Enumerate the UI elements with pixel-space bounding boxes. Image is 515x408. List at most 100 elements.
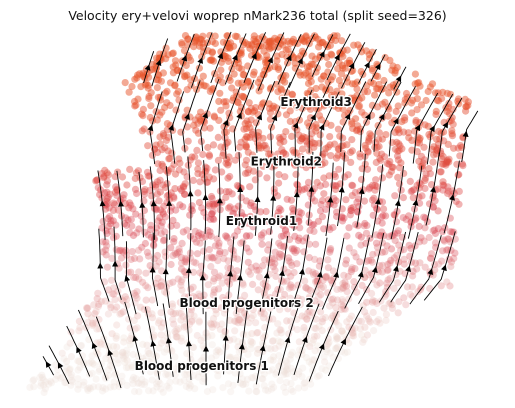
- cell-point: [308, 309, 317, 317]
- cell-point: [93, 325, 101, 333]
- cell-point: [198, 364, 206, 372]
- cell-point: [324, 143, 332, 151]
- cell-point: [38, 371, 46, 379]
- cell-point: [209, 386, 217, 394]
- cell-point: [182, 258, 190, 266]
- cell-point: [194, 159, 202, 167]
- cell-point: [315, 322, 323, 330]
- cell-point: [163, 370, 171, 378]
- cell-point: [30, 383, 38, 391]
- cell-point: [332, 344, 340, 352]
- cell-point: [281, 388, 290, 396]
- cell-point: [209, 141, 218, 149]
- cell-point: [446, 282, 454, 290]
- cell-point: [196, 178, 204, 186]
- velocity-arrowhead: [429, 125, 435, 133]
- cell-point: [208, 86, 216, 94]
- cell-point: [440, 182, 448, 190]
- cell-point: [129, 380, 137, 388]
- cell-point: [192, 238, 200, 246]
- cell-point: [291, 373, 299, 382]
- cell-point: [170, 160, 178, 168]
- cell-point: [448, 130, 456, 138]
- cell-point: [173, 333, 181, 341]
- cell-point: [183, 226, 191, 234]
- cell-point: [288, 90, 296, 98]
- cell-point: [408, 187, 416, 195]
- cell-point: [418, 165, 426, 173]
- cell-point: [237, 194, 245, 202]
- cell-point: [401, 99, 409, 107]
- cell-point: [454, 144, 462, 152]
- cell-point: [395, 258, 403, 266]
- cell-point: [160, 202, 168, 210]
- cell-point: [230, 360, 238, 368]
- cell-point: [169, 63, 177, 71]
- cell-point: [223, 233, 231, 241]
- cell-point: [126, 165, 134, 173]
- cell-point: [52, 375, 60, 383]
- cell-point: [52, 361, 60, 369]
- cell-point: [130, 387, 139, 396]
- cell-point: [130, 316, 138, 325]
- cell-point: [348, 266, 356, 274]
- cell-point: [234, 255, 242, 263]
- cell-point: [429, 203, 437, 211]
- cell-point: [464, 98, 472, 106]
- cell-point: [110, 290, 118, 298]
- cell-point: [195, 318, 203, 326]
- cell-point: [298, 135, 306, 143]
- cell-point: [290, 148, 298, 156]
- cell-point: [84, 310, 92, 318]
- cell-point: [196, 296, 204, 305]
- cell-point: [38, 373, 47, 382]
- cell-point: [181, 293, 189, 301]
- cell-point: [196, 269, 204, 277]
- cell-point: [230, 209, 238, 217]
- cell-point: [306, 226, 314, 235]
- cluster-label: Erythroid2: [251, 155, 322, 169]
- cell-point: [358, 108, 366, 116]
- cell-point: [280, 368, 288, 376]
- cell-point: [373, 149, 381, 157]
- cell-point: [142, 296, 150, 304]
- cell-point: [92, 177, 100, 185]
- cell-point: [164, 133, 172, 141]
- cell-point: [400, 260, 408, 268]
- cell-point: [169, 49, 177, 57]
- cell-point: [325, 172, 333, 180]
- cell-point: [293, 246, 301, 255]
- cell-point: [316, 131, 324, 139]
- cell-point: [281, 173, 289, 181]
- cell-point: [156, 188, 164, 196]
- cell-point: [317, 284, 325, 292]
- cell-point: [310, 271, 318, 279]
- cell-point: [247, 314, 255, 322]
- cell-point: [204, 143, 212, 152]
- cell-point: [395, 125, 403, 133]
- cell-point: [182, 256, 190, 264]
- cell-point: [286, 107, 294, 115]
- cell-point: [131, 254, 139, 262]
- cell-point: [100, 172, 108, 180]
- cell-point: [420, 237, 428, 245]
- cell-point: [346, 211, 354, 219]
- cell-point: [430, 143, 438, 151]
- cell-point: [249, 280, 257, 288]
- cell-point: [434, 89, 442, 97]
- cell-point: [133, 294, 141, 302]
- cell-point: [89, 359, 97, 367]
- cell-point: [172, 250, 180, 258]
- cell-point: [308, 161, 316, 169]
- cell-point: [327, 295, 335, 304]
- cell-point: [411, 216, 419, 224]
- cell-point: [101, 189, 109, 197]
- cell-point: [187, 382, 195, 390]
- velocity-arrowhead: [338, 186, 345, 193]
- cell-point: [187, 355, 195, 363]
- cell-point: [338, 37, 346, 45]
- cell-point: [207, 210, 216, 218]
- cell-point: [442, 161, 450, 169]
- cell-point: [119, 308, 127, 316]
- cell-point: [377, 165, 385, 173]
